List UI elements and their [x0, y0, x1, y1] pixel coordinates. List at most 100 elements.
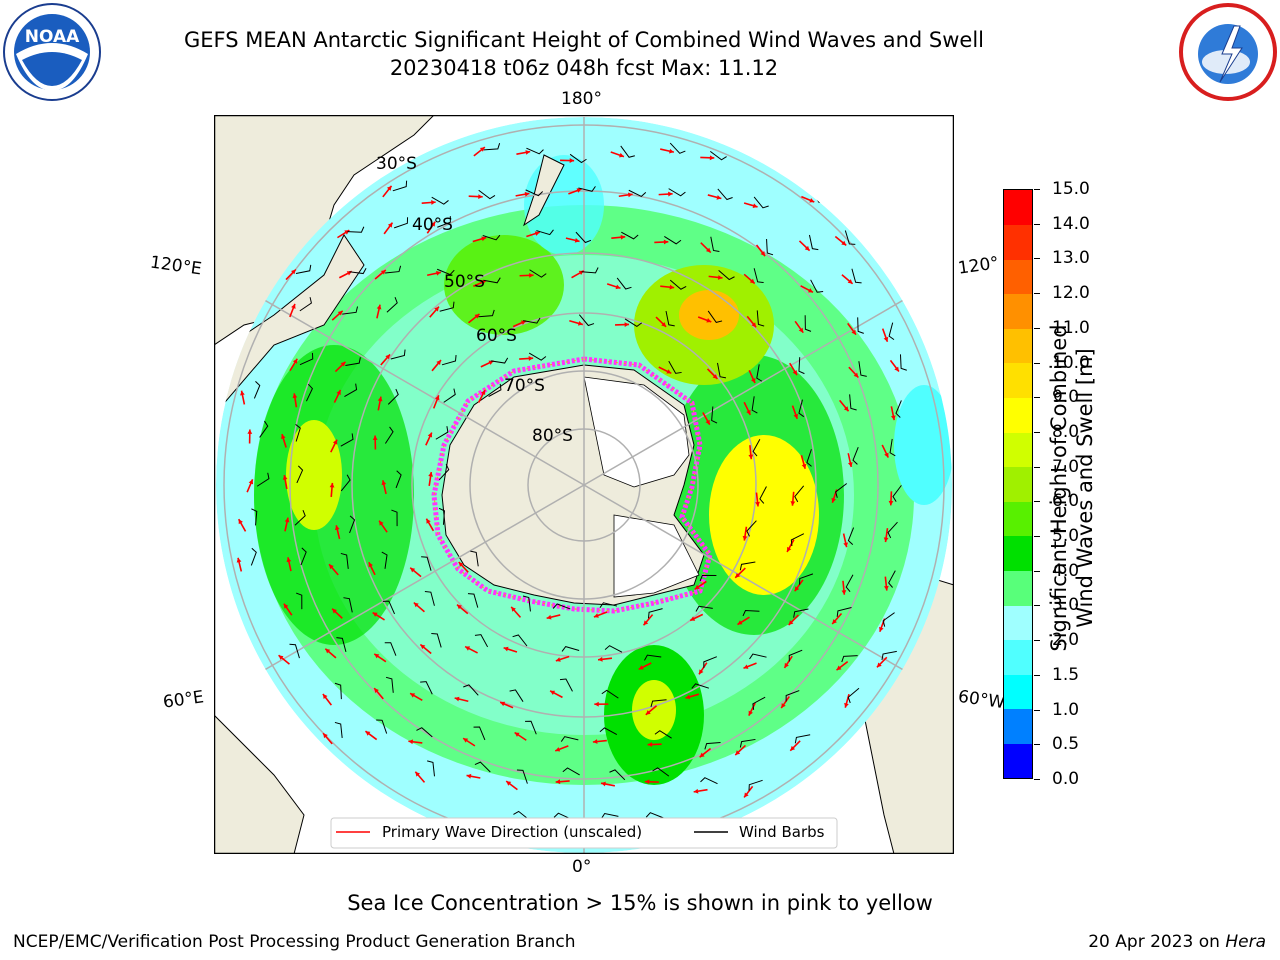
wind-barb [431, 196, 449, 205]
wave-arrow-head [550, 690, 556, 695]
wind-barb [844, 230, 856, 245]
wave-arrow-head [743, 664, 749, 669]
lat-label-30s: 30°S [376, 154, 417, 174]
wind-barb [654, 730, 672, 739]
wave-arrow-head [381, 480, 387, 486]
wind-barb [382, 600, 395, 615]
colorbar-tick-label: 4.0 [1052, 560, 1080, 581]
colorbar-segment [1004, 570, 1032, 606]
wind-barb [376, 719, 388, 734]
wind-barb [742, 609, 760, 617]
map-legend: Primary Wave Direction (unscaled) Wind B… [330, 817, 838, 849]
wave-arrow-head [705, 247, 711, 253]
lon-label-60w: 60°W [956, 686, 1007, 714]
wind-barb [759, 486, 767, 504]
wave-arrow-head [292, 393, 298, 399]
wave-arrow-head [454, 696, 460, 702]
wind-barb [756, 310, 765, 327]
wind-barb [857, 317, 864, 334]
wind-barb [609, 769, 626, 781]
wave-arrow-head [413, 602, 419, 608]
wind-barb [289, 643, 300, 659]
wave-arrow-head [717, 275, 723, 280]
wind-barb [334, 682, 342, 700]
wave-arrow-head [386, 185, 392, 191]
wind-barb [490, 357, 509, 364]
wave-arrow-head [325, 648, 331, 654]
colorbar-tick-label: 15.0 [1052, 179, 1090, 199]
wave-arrow-head [784, 662, 789, 668]
wave-arrow-head [374, 653, 380, 659]
wind-barb [647, 608, 663, 619]
wind-barb [788, 649, 803, 662]
wind-barb [581, 267, 599, 274]
colorbar-segment [1004, 190, 1032, 226]
wave-arrow-head [879, 626, 884, 632]
wave-arrow-head [434, 306, 439, 312]
wind-barb [483, 143, 501, 151]
wind-barb [420, 681, 433, 695]
wave-arrow-head [430, 221, 436, 227]
wind-barb [669, 279, 687, 290]
wave-arrow-head [669, 284, 675, 290]
colorbar-tick-label: 7.0 [1052, 456, 1080, 477]
wind-barb [766, 238, 774, 256]
wave-arrow-head [514, 732, 520, 737]
wind-barb [717, 188, 733, 201]
wave-arrow-head [387, 222, 393, 228]
wave-arrow-head [337, 310, 343, 316]
wave-arrow-head [716, 195, 722, 200]
wind-barb [483, 277, 501, 284]
colorbar-segment [1004, 708, 1032, 744]
wave-arrow-head [643, 620, 649, 626]
wave-arrow-head [291, 269, 296, 275]
wind-barb [599, 727, 618, 735]
wave-arrow-head [794, 586, 800, 592]
wind-barb [300, 547, 307, 566]
wave-arrow-head [831, 497, 837, 503]
wave-arrow-head [278, 655, 284, 660]
wind-barb [553, 812, 572, 820]
wind-barb [384, 642, 397, 656]
wind-barb [624, 318, 643, 328]
wave-arrow-head [427, 432, 433, 438]
wind-barb [709, 151, 727, 161]
wave-arrow-head [436, 360, 442, 365]
wave-arrow-head [365, 731, 371, 736]
colorbar-tick [1034, 674, 1040, 676]
wave-arrow-head [332, 608, 337, 614]
wind-barb [395, 470, 402, 489]
wind-barb [424, 591, 435, 606]
wave-arrow-head [238, 519, 243, 525]
wave-arrow-head [843, 406, 849, 412]
wind-barb [390, 349, 406, 360]
wind-barb [340, 433, 354, 447]
wind-barb [645, 812, 664, 819]
chart-subtitle: 20230418 t06z 048h fcst Max: 11.12 [389, 56, 779, 80]
wind-barb [559, 678, 573, 692]
wave-arrow-head [836, 665, 842, 671]
wind-barb [785, 690, 800, 702]
lon-label-180: 180° [561, 89, 602, 109]
wind-barb [810, 279, 824, 293]
colorbar-tick [1034, 466, 1040, 468]
wave-arrow-head [843, 542, 849, 548]
wave-arrow-head [751, 378, 756, 384]
wave-arrow-head [601, 781, 606, 787]
wind-barb [386, 297, 398, 313]
wave-arrow-head [576, 188, 582, 193]
wave-arrow-head [458, 561, 464, 567]
wave-arrow-head [322, 694, 328, 699]
wave-arrow-head [236, 557, 242, 563]
wave-arrow-head [647, 742, 653, 747]
wind-barb [512, 634, 528, 647]
wave-arrow-head [332, 439, 338, 445]
wind-barb [421, 556, 432, 571]
wave-arrow-head [598, 656, 603, 662]
colorbar-title: Significant Height of Combined Wind Wave… [1046, 323, 1098, 653]
wind-barb [336, 637, 347, 653]
wind-barb [836, 607, 852, 617]
wave-arrow-head [340, 361, 346, 367]
wave-arrow-head [329, 564, 334, 570]
wind-barb [578, 186, 596, 192]
